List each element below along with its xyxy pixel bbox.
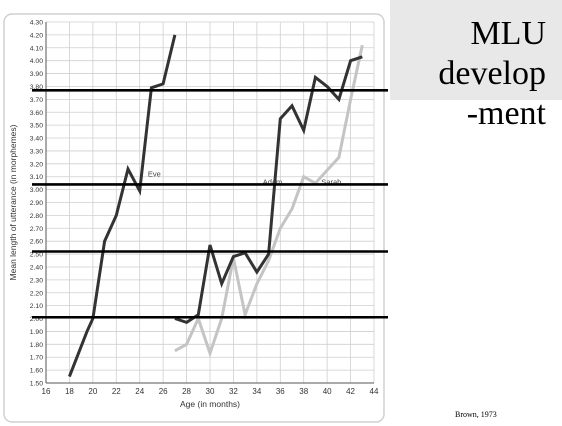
series-label-eve: Eve (148, 170, 161, 179)
y-tick-label: 2.30 (30, 277, 43, 284)
x-tick-label: 20 (88, 387, 97, 396)
x-tick-label: 36 (276, 387, 285, 396)
x-tick-label: 18 (65, 387, 74, 396)
title-line-2: develop (438, 55, 546, 92)
x-tick-label: 22 (112, 387, 121, 396)
x-tick-label: 40 (323, 387, 332, 396)
series-annotations: Eve Adam Sarah (148, 170, 341, 187)
x-tick-label: 42 (346, 387, 355, 396)
x-axis-title: Age (in months) (180, 399, 240, 409)
y-tick-label: 2.70 (30, 226, 43, 233)
x-tick-label: 16 (42, 387, 51, 396)
y-tick-label: 3.30 (30, 148, 43, 155)
y-tick-label: 2.90 (30, 200, 43, 207)
chart-frame (3, 13, 385, 423)
y-tick-label: 3.60 (30, 110, 43, 117)
y-tick-label: 3.10 (30, 174, 43, 181)
x-tick-label: 32 (229, 387, 238, 396)
y-tick-label: 2.20 (30, 290, 43, 297)
y-tick-label: 2.60 (30, 239, 43, 246)
y-tick-label: 2.80 (30, 213, 43, 220)
y-tick-label: 3.20 (30, 161, 43, 168)
x-tick-label: 24 (135, 387, 144, 396)
x-tick-label: 26 (159, 387, 168, 396)
y-tick-label: 4.10 (30, 45, 43, 52)
reference-lines (32, 89, 388, 319)
y-tick-label: 3.70 (30, 97, 43, 104)
chart-panel: 16 18 20 22 24 26 28 30 32 34 36 38 40 42 44 1.50 1.60 1.… (3, 13, 388, 423)
y-tick-label: 1.80 (30, 342, 43, 349)
y-tick-label: 4.20 (30, 32, 43, 39)
mlu-line-chart: 16 18 20 22 24 26 28 30 32 34 36 38 40 42 44 1.50 1.60 1.… (3, 13, 388, 423)
y-tick-label: 1.50 (30, 381, 43, 388)
y-tick-label: 1.90 (30, 329, 43, 336)
axes: 16 18 20 22 24 26 28 30 32 34 36 38 40 42 44 1.50 1.60 1.… (30, 20, 379, 397)
x-tick-label: 44 (370, 387, 379, 396)
y-axis-title: Mean length of utterance (in morphemes) (8, 124, 18, 280)
title-line-1: MLU (470, 15, 546, 52)
y-tick-label: 3.00 (30, 187, 43, 194)
title-box (390, 0, 562, 100)
y-tick-label: 3.80 (30, 84, 43, 91)
y-tick-label: 3.50 (30, 123, 43, 130)
x-tick-label: 34 (252, 387, 261, 396)
y-tick-label: 2.50 (30, 252, 43, 259)
series-line-sarah (174, 44, 364, 359)
slide-title: MLU develop -ment (390, 14, 562, 134)
y-tick-label: 1.70 (30, 355, 43, 362)
y-tick-label: 4.00 (30, 58, 43, 65)
y-tick-label: 2.40 (30, 264, 43, 271)
series-label-sarah: Sarah (321, 177, 341, 186)
y-tick-label: 2.00 (30, 316, 43, 323)
y-tick-label: 3.40 (30, 136, 43, 143)
y-tick-label: 4.30 (30, 20, 43, 27)
y-tick-label: 1.60 (30, 368, 43, 375)
x-tick-label: 30 (206, 387, 215, 396)
title-line-3: -ment (466, 95, 546, 132)
grid (45, 21, 375, 384)
citation: Brown, 1973 (455, 410, 497, 419)
series-label-adam: Adam (263, 177, 283, 186)
y-tick-label: 3.90 (30, 71, 43, 78)
x-tick-label: 28 (182, 387, 191, 396)
series-line-eve (68, 34, 177, 378)
x-tick-label: 38 (299, 387, 308, 396)
y-tick-label: 2.10 (30, 303, 43, 310)
